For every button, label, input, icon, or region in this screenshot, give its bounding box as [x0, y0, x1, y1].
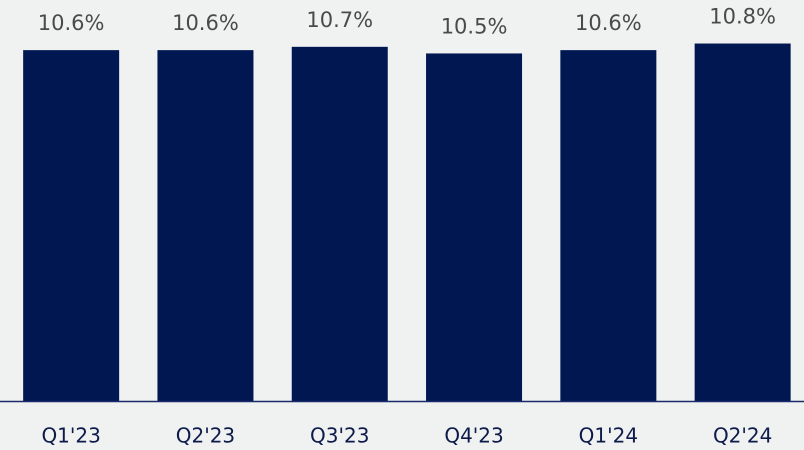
value-label: 10.6% — [172, 11, 239, 35]
x-tick-label: Q1'24 — [579, 424, 638, 448]
bar — [23, 50, 120, 401]
bar — [157, 50, 254, 401]
x-tick-label: Q1'23 — [41, 424, 100, 448]
value-label: 10.6% — [38, 11, 105, 35]
bar — [560, 50, 657, 401]
bar — [426, 53, 523, 401]
bar — [291, 46, 388, 402]
value-label: 10.5% — [441, 14, 508, 38]
x-tick-label: Q2'23 — [176, 424, 235, 448]
value-label: 10.7% — [306, 8, 373, 32]
bar — [694, 43, 791, 402]
value-label: 10.8% — [709, 5, 776, 29]
x-tick-label: Q3'23 — [310, 424, 369, 448]
x-tick-label: Q4'23 — [444, 424, 503, 448]
x-tick-label: Q2'24 — [713, 424, 772, 448]
value-label: 10.6% — [575, 11, 642, 35]
